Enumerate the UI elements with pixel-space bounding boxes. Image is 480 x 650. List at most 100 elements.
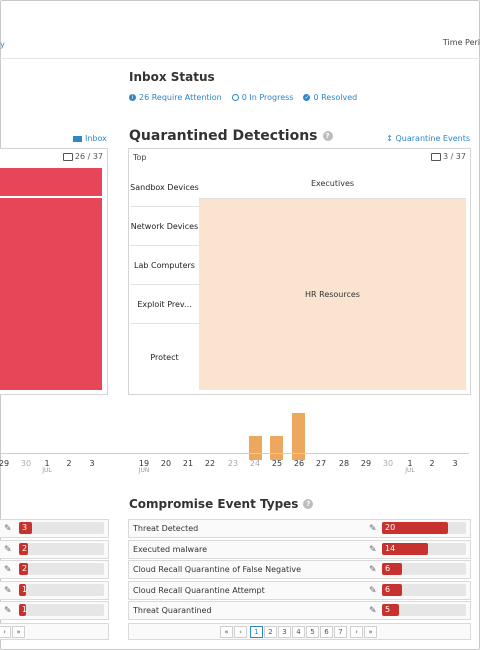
- page-4-button[interactable]: 4: [292, 626, 305, 638]
- tick-label: 24: [249, 459, 261, 468]
- require-attention-link[interactable]: i 26 Require Attention: [129, 93, 222, 102]
- compromise-event-types-title: Compromise Event Types ?: [129, 497, 314, 511]
- monitor-icon: [430, 152, 441, 161]
- event-count: 14: [385, 544, 396, 553]
- first-page-button[interactable]: «: [220, 626, 233, 638]
- edit-icon[interactable]: ✎: [4, 523, 12, 534]
- tick-month-label: JUN: [138, 467, 150, 474]
- quarantined-detections-title: Quarantined Detections ?: [129, 128, 333, 144]
- help-icon[interactable]: ?: [303, 499, 314, 509]
- inbox-link[interactable]: Inbox: [73, 134, 107, 143]
- event-bar-fill: 3: [19, 522, 32, 534]
- treemap-divider: [0, 196, 102, 198]
- page-2-button[interactable]: 2: [264, 626, 277, 638]
- timeline-axis: [0, 453, 469, 454]
- timeline-bar-26[interactable]: [292, 413, 305, 460]
- treemap-group-sandbox-devices[interactable]: Sandbox Devices: [130, 168, 199, 207]
- edit-icon[interactable]: ✎: [4, 605, 12, 616]
- event-bar-fill: 1: [19, 584, 27, 596]
- left-event-row[interactable]: ✎ 1: [0, 581, 109, 600]
- next-page-button[interactable]: ›: [350, 626, 363, 638]
- event-count: 5: [385, 605, 391, 614]
- left-event-row[interactable]: ✎ 1: [0, 601, 109, 620]
- timeline-bar-25[interactable]: [270, 436, 283, 460]
- treemap-cell-executives[interactable]: Executives: [199, 168, 466, 199]
- event-type-row[interactable]: Executed malware ✎ 14: [128, 540, 471, 559]
- event-bar-track: 14: [382, 543, 466, 555]
- tick-label: 20: [160, 459, 172, 468]
- edit-icon[interactable]: ✎: [369, 523, 377, 534]
- quarantine-events-link[interactable]: ↕ Quarantine Events: [386, 134, 470, 143]
- help-icon[interactable]: ?: [322, 131, 333, 141]
- progress-icon: [231, 94, 239, 101]
- tick-label: 30: [20, 459, 32, 468]
- last-page-button[interactable]: »: [12, 626, 25, 638]
- page-3-button[interactable]: 3: [278, 626, 291, 638]
- treemap-cell-hr-resources[interactable]: HR Resources: [199, 199, 466, 390]
- edit-icon[interactable]: ✎: [369, 605, 377, 616]
- event-count: 6: [385, 585, 391, 594]
- tick-label: 1: [44, 459, 50, 468]
- last-page-button[interactable]: »: [364, 626, 377, 638]
- tick-label: 2: [429, 459, 435, 468]
- timeline-bar-24[interactable]: [249, 436, 262, 460]
- left-event-row[interactable]: ✎ 2: [0, 560, 109, 579]
- page-6-button[interactable]: 6: [320, 626, 333, 638]
- time-period-label[interactable]: Time Peri: [442, 38, 480, 47]
- event-count: 2: [22, 564, 28, 573]
- left-panel-count: 26 / 37: [62, 152, 103, 161]
- edit-icon[interactable]: ✎: [369, 544, 377, 555]
- left-event-row[interactable]: ✎ 3: [0, 519, 109, 538]
- top-left-link[interactable]: y: [0, 40, 5, 49]
- tick-month-label: JUL: [405, 467, 415, 474]
- tick-label: 26: [293, 459, 305, 468]
- treemap-group-exploit-prevention[interactable]: Exploit Prev...: [130, 285, 199, 324]
- event-bar-fill: 14: [382, 543, 428, 555]
- treemap-group-lab-computers[interactable]: Lab Computers: [130, 246, 199, 285]
- top-bar: y Time Peri: [0, 0, 480, 59]
- event-type-row[interactable]: Cloud Recall Quarantine Attempt ✎ 6: [128, 581, 471, 600]
- event-bar-track: 3: [19, 522, 104, 534]
- edit-icon[interactable]: ✎: [369, 564, 377, 575]
- edit-icon[interactable]: ✎: [4, 564, 12, 575]
- treemap-cell-red[interactable]: [0, 168, 102, 390]
- event-bar-track: 2: [19, 543, 104, 555]
- next-page-button[interactable]: ›: [0, 626, 11, 638]
- edit-icon[interactable]: ✎: [4, 544, 12, 555]
- event-type-label: Threat Quarantined: [133, 606, 212, 615]
- quarantine-events-text: Quarantine Events: [395, 134, 470, 143]
- left-event-row[interactable]: ✎ 2: [0, 540, 109, 559]
- event-count: 6: [385, 564, 391, 573]
- event-type-row[interactable]: Cloud Recall Quarantine of False Negativ…: [128, 560, 471, 579]
- resolved-text: 0 Resolved: [313, 93, 358, 102]
- tick-label: 21: [182, 459, 194, 468]
- monitor-icon: [62, 152, 73, 161]
- event-type-row[interactable]: Threat Quarantined ✎ 5: [128, 601, 471, 620]
- require-attention-text: 26 Require Attention: [139, 93, 222, 102]
- envelope-icon: [73, 135, 82, 142]
- event-type-row[interactable]: Threat Detected ✎ 20: [128, 519, 471, 538]
- event-type-label: Executed malware: [133, 545, 208, 554]
- prev-page-button[interactable]: ‹: [234, 626, 247, 638]
- event-type-label: Cloud Recall Quarantine Attempt: [133, 586, 265, 595]
- event-bar-track: 5: [382, 604, 466, 616]
- in-progress-link[interactable]: 0 In Progress: [231, 93, 293, 102]
- tick-label: 29: [0, 459, 10, 468]
- quarantine-treemap-panel: Top 3 / 37 Sandbox Devices Network Devic…: [128, 148, 471, 395]
- tick-label: 23: [227, 459, 239, 468]
- page-7-button[interactable]: 7: [334, 626, 347, 638]
- treemap-group-network-devices[interactable]: Network Devices: [130, 207, 199, 246]
- treemap-count: 3 / 37: [430, 152, 466, 161]
- page-1-button[interactable]: 1: [250, 626, 263, 638]
- event-count: 20: [385, 523, 396, 532]
- quarantined-title-text: Quarantined Detections: [129, 128, 318, 144]
- event-bar-track: 20: [382, 522, 466, 534]
- edit-icon[interactable]: ✎: [369, 585, 377, 596]
- page-5-button[interactable]: 5: [306, 626, 319, 638]
- treemap-group-protect[interactable]: Protect: [130, 324, 199, 390]
- event-bar-fill: 6: [382, 584, 402, 596]
- event-type-label: Threat Detected: [133, 524, 199, 533]
- event-bar-track: 1: [19, 604, 104, 616]
- resolved-link[interactable]: ✓ 0 Resolved: [303, 93, 357, 102]
- edit-icon[interactable]: ✎: [4, 585, 12, 596]
